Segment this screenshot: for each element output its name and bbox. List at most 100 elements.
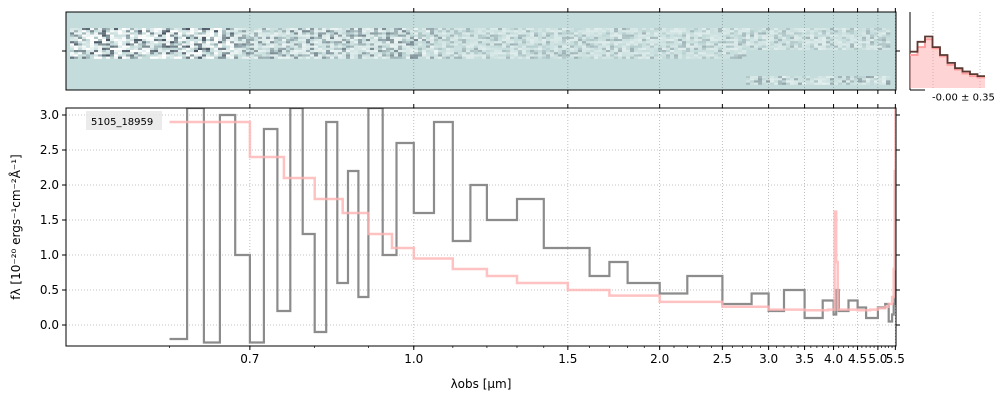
spectrum-2d-pixel [366,54,371,57]
spectrum-2d-pixel [626,56,631,59]
spectrum-2d-pixel [478,34,483,37]
spectrum-2d-pixel [814,32,819,35]
spectrum-2d-pixel [574,36,579,39]
spectrum-2d-pixel [434,43,439,46]
spectrum-2d-pixel [666,34,671,37]
spectrum-2d-pixel [438,56,443,59]
spectrum-2d-pixel [538,30,543,33]
spectrum-2d-pixel [578,43,583,46]
spectrum-2d-pixel [122,50,127,53]
spectrum-2d-pixel [186,50,191,53]
spectrum-2d-pixel [782,36,787,39]
spectrum-2d-pixel [838,76,843,79]
spectrum-2d-pixel [646,41,651,44]
spectrum-2d-pixel [802,30,807,33]
spectrum-2d-pixel [510,34,515,37]
spectrum-2d-pixel [502,50,507,53]
spectrum-2d-pixel [562,28,567,31]
spectrum-2d-pixel [594,47,599,50]
spectrum-2d-pixel [382,56,387,59]
spectrum-2d-pixel [154,36,159,39]
spectrum-2d-pixel [646,32,651,35]
spectrum-2d-pixel [262,45,267,48]
spectrum-2d-pixel [222,50,227,53]
spectrum-2d-pixel [422,34,427,37]
spectrum-2d-pixel [798,30,803,33]
spectrum-2d-pixel [782,41,787,44]
spectrum-2d-pixel [338,28,343,31]
spectrum-2d-pixel [150,50,155,53]
spectrum-2d-pixel [782,80,787,83]
spectrum-2d-pixel [870,30,875,33]
spectrum-2d-pixel [678,47,683,50]
spectrum-2d-pixel [642,41,647,44]
spectrum-2d-pixel [542,56,547,59]
spectrum-2d-pixel [594,56,599,59]
spectrum-2d-pixel [286,28,291,31]
spectrum-2d-pixel [726,50,731,53]
spectrum-2d-pixel [174,28,179,31]
spectrum-2d-pixel [598,45,603,48]
spectrum-2d-pixel [654,41,659,44]
spectrum-2d-pixel [70,36,75,39]
spectrum-2d-pixel [638,28,643,31]
x-axis-label: λobs [μm] [451,377,512,391]
spectrum-2d-pixel [678,39,683,42]
spectrum-2d-pixel [778,76,783,79]
spectrum-2d-pixel [570,36,575,39]
spectrum-2d-pixel [662,52,667,55]
spectrum-2d-pixel [618,47,623,50]
spectrum-2d-pixel [870,32,875,35]
spectrum-2d-pixel [838,80,843,83]
spectrum-2d-pixel [246,41,251,44]
spectrum-2d-pixel [810,32,815,35]
spectrum-2d-pixel [242,28,247,31]
spectrum-2d-pixel [750,39,755,42]
spectrum-2d-pixel [522,54,527,57]
spectrum-2d-pixel [690,47,695,50]
spectrum-2d-pixel [130,52,135,55]
spectrum-2d-pixel [530,34,535,37]
spectrum-2d-pixel [862,82,867,85]
spectrum-2d-pixel [206,28,211,31]
spectrum-2d-pixel [326,41,331,44]
spectrum-2d-pixel [466,54,471,57]
spectrum-2d-pixel [630,47,635,50]
spectrum-2d-pixel [494,32,499,35]
spectrum-2d-pixel [266,41,271,44]
spectrum-2d-pixel [642,36,647,39]
spectrum-2d-pixel [182,28,187,31]
spectrum-2d-pixel [714,54,719,57]
spectrum-2d-pixel [694,39,699,42]
spectrum-2d-pixel [866,41,871,44]
spectrum-2d-pixel [690,32,695,35]
spectrum-2d-pixel [178,43,183,46]
spectrum-2d-pixel [782,45,787,48]
spectrum-2d-pixel [634,36,639,39]
spectrum-2d-pixel [822,47,827,50]
spectrum-2d-pixel [466,47,471,50]
spectrum-2d-pixel [426,54,431,57]
spectrum-2d-pixel [262,43,267,46]
spectrum-2d-pixel [262,39,267,42]
spectrum-2d-pixel [482,34,487,37]
spectrum-2d-pixel [622,45,627,48]
spectrum-2d-pixel [182,32,187,35]
y-tick-labels: 0.00.51.01.52.02.53.0 [40,108,59,332]
spectrum-2d-pixel [346,50,351,53]
spectrum-2d-pixel [254,52,259,55]
spectrum-2d-pixel [178,47,183,50]
spectrum-2d-pixel [126,36,131,39]
spectrum-2d-pixel [146,32,151,35]
spectrum-2d-pixel [738,56,743,59]
spectrum-2d-pixel [106,43,111,46]
spectrum-2d-pixel [510,30,515,33]
spectrum-2d-pixel [130,43,135,46]
spectrum-2d-pixel [346,43,351,46]
spectrum-2d-pixel [818,28,823,31]
spectrum-2d-pixel [178,50,183,53]
spectrum-2d-pixel [774,78,779,81]
spectrum-2d-pixel [722,45,727,48]
spectrum-2d-pixel [342,47,347,50]
spectrum-2d-pixel [874,32,879,35]
